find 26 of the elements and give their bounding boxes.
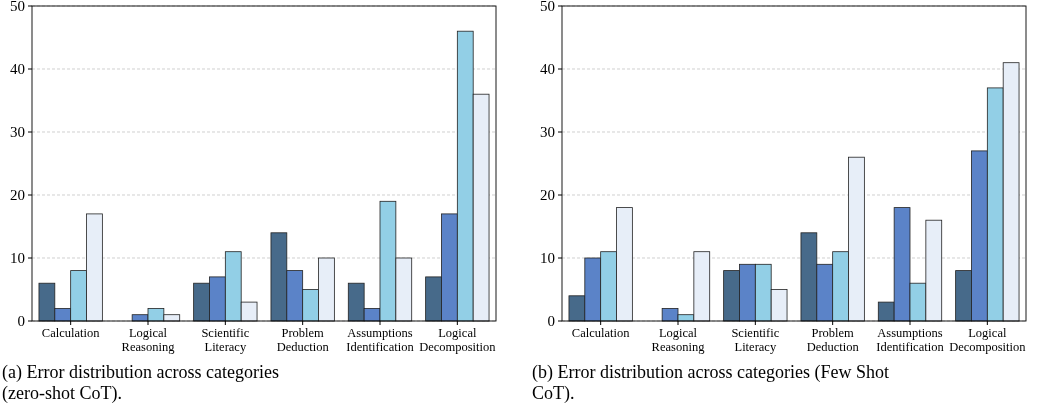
x-tick-label: Problem Deduction bbox=[276, 326, 330, 354]
x-tick-label: Assumptions Identification bbox=[346, 326, 415, 354]
y-tick-label: 10 bbox=[540, 250, 555, 267]
y-tick-label: 50 bbox=[540, 0, 555, 15]
x-tick-label: Calculation bbox=[571, 326, 631, 340]
y-tick-label: 30 bbox=[540, 124, 555, 141]
text: (b) Error distribution across categories (Few Shot CoT). bbox=[532, 362, 889, 404]
y-tick-label: 10 bbox=[10, 250, 25, 267]
x-tick-label: Scientific Literacy bbox=[731, 326, 780, 354]
y-tick-label: 50 bbox=[10, 0, 25, 15]
y-tick-label: 40 bbox=[10, 61, 25, 78]
x-tick-label: Logical Decomposition bbox=[949, 326, 1027, 354]
y-tick-label: 30 bbox=[10, 124, 25, 141]
x-tick-label: Logical Reasoning bbox=[651, 326, 706, 354]
y-tick-label: 20 bbox=[540, 187, 555, 204]
x-tick-label: Scientific Literacy bbox=[201, 326, 250, 354]
x-tick-label: Logical Reasoning bbox=[121, 326, 176, 354]
y-tick-label: 0 bbox=[547, 313, 555, 330]
y-tick-label: 0 bbox=[17, 313, 25, 330]
y-tick-label: 40 bbox=[540, 61, 555, 78]
text: (a) Error distribution across categories (zero-shot CoT). bbox=[2, 362, 279, 404]
x-tick-label: Problem Deduction bbox=[806, 326, 860, 354]
x-tick-label: Assumptions Identification bbox=[876, 326, 945, 354]
x-tick-label: Calculation bbox=[41, 326, 101, 340]
x-tick-label: Logical Decomposition bbox=[419, 326, 497, 354]
y-tick-label: 20 bbox=[10, 187, 25, 204]
